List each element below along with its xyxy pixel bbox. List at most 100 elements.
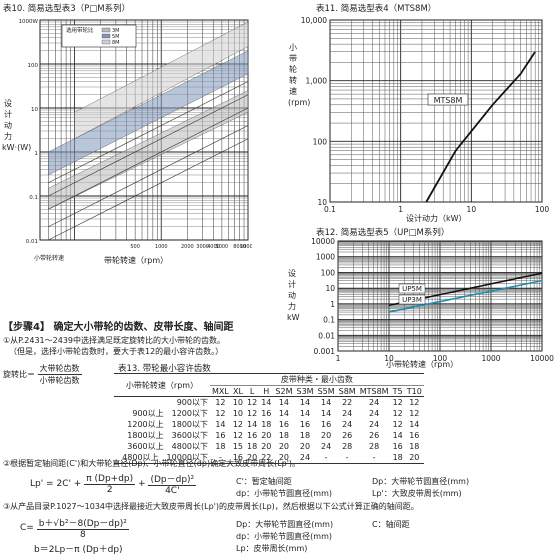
item2-legend-3: dp：小带轮节圆直径(mm) xyxy=(236,489,332,498)
table13-rpm-cell: 900以下 xyxy=(176,398,208,407)
fig12-label-box-2 xyxy=(398,294,426,305)
frac1-den: 2 xyxy=(106,484,113,495)
fig11-x-tick: 10 xyxy=(467,205,477,214)
frac2-num: (Dp－dp)² xyxy=(148,472,197,486)
table13-value-cell: 14 xyxy=(299,409,311,418)
fig11-x-tick: 1 xyxy=(398,205,403,214)
table13-value-cell: 12 xyxy=(409,409,420,418)
table13-col-header: XL xyxy=(232,386,243,396)
item2-legend-1: C'：暂定轴间距 xyxy=(236,477,292,486)
table13-value-cell: 16 xyxy=(261,409,272,418)
fig12-y-label: 设计动力 kW xyxy=(287,269,300,322)
fig10-legend-title: 选用带轮比 xyxy=(66,26,94,34)
table13-value-cell: 26 xyxy=(369,431,380,440)
item3-text: ③从产品目录P.1027～1034中选择最接近大致皮带周长(Lp')的皮带周长(… xyxy=(3,502,419,511)
fig10-chart: 1000W 100 10 1 0.1 0.01 500 1000 2000 30004000500… xyxy=(19,19,252,250)
table13-value-cell: 18 xyxy=(392,453,403,462)
fig10-y-tick: 10 xyxy=(31,107,38,113)
b-formula: b＝2Lp－π (Dp＋dp) xyxy=(34,545,123,555)
table13-value-cell: 16 xyxy=(392,442,403,451)
fig12-y-tick: 0.1 xyxy=(323,316,335,325)
step4-item1-line1: ①从P.2431～2439中选择满足既定旋转比的大小带轮的齿数。 xyxy=(3,336,226,345)
table13-value-cell: 16 xyxy=(232,453,244,462)
fig10-legend-item: 5M xyxy=(112,34,120,40)
table13-col-header: S2M xyxy=(275,386,293,396)
table13-value-cell: 16 xyxy=(321,420,332,429)
fig10-x-tick: 3000 xyxy=(196,244,209,250)
table13-value-cell: 20 xyxy=(278,442,290,451)
table13-value-cell: 24 xyxy=(369,398,380,407)
table13-col-header: T5 xyxy=(392,386,403,396)
fig10-legend-swatch xyxy=(101,33,111,39)
fig11-y-label: 小带轮转速 (rpm) xyxy=(288,43,311,107)
fig11-series-label-box xyxy=(427,93,469,106)
fig12-x-tick: 10000 xyxy=(530,354,554,363)
table13-rpm-cell: 900以上 1200以下 xyxy=(132,409,208,418)
table13-value-cell: 26 xyxy=(342,431,353,440)
item3-legend-2: dp：小带轮节圆直径(mm) xyxy=(236,532,332,541)
fig12-y-tick: 1 xyxy=(330,300,335,309)
table13-row: 3600以上 4800以下 18 15 18 20 20 20 24 28 28 16 18 xyxy=(114,441,424,452)
table13-value-cell: 20 xyxy=(409,453,420,462)
table13-value-cell: 12 xyxy=(232,431,244,440)
table13-value-cell: 14 xyxy=(321,398,332,407)
ratio-fraction: 大带轮齿数 小带轮齿数 xyxy=(37,363,82,386)
table13-value-cell: - xyxy=(218,453,222,462)
table13-col-header: S5M xyxy=(317,386,335,396)
table13-value-cell: 12 xyxy=(247,409,258,418)
table13-value-cell: 24 xyxy=(369,420,380,429)
fig10-legend-item: 8M xyxy=(112,40,120,46)
table13-value-cell: 20 xyxy=(247,453,258,462)
fig10-y-tick: 1 xyxy=(35,151,39,157)
table13-row: 4800以上 10000以下 -16 20 22 20 24- - -18 20 xyxy=(114,452,424,464)
fig10-x-label: 带轮转速（rpm） xyxy=(104,256,169,265)
fig12-label-box-1 xyxy=(398,283,426,294)
table13-value-cell: 14 xyxy=(261,398,272,407)
table13-value-cell: 18 xyxy=(261,420,272,429)
table13-caption: 表13. 带轮最小容许齿数 xyxy=(118,364,211,374)
table13-value-cell: 16 xyxy=(215,431,226,440)
fig10-y-tick: 0.1 xyxy=(29,195,38,201)
item2-legend-2: Dp：大带轮节圆直径(mm) xyxy=(372,477,470,486)
table13-value-cell: - xyxy=(324,453,328,462)
formula-frac2: (Dp－dp)² 4C' xyxy=(148,472,197,496)
table13-value-cell: 12 xyxy=(392,398,403,407)
fig10-x-tick: 4000 xyxy=(207,244,220,250)
table13-value-cell: 16 xyxy=(278,420,290,429)
fig10-y-label-text: 设计动力 kW·(W) xyxy=(2,99,32,152)
table13-group-header: 皮带种类・最小齿数 xyxy=(210,373,424,386)
fig10-y-tick: 1000W xyxy=(19,19,39,25)
fig12-y-tick: 1000 xyxy=(316,253,335,262)
item3-legend-3: Lp：皮带周长(mm) xyxy=(236,544,308,553)
fig10-x-tick: 8000 xyxy=(233,244,246,250)
table13-value-cell: 18 xyxy=(247,442,258,451)
ratio-denominator: 小带轮齿数 xyxy=(39,376,80,385)
table13-value-cell: 12 xyxy=(215,409,226,418)
fig10-x-tick: 10000 xyxy=(240,244,252,250)
fig12-y-tick: 0.01 xyxy=(318,331,335,340)
fig10-diagonal xyxy=(48,107,249,210)
fig12-x-tick: 1 xyxy=(336,354,341,363)
fig10-diagonal xyxy=(48,94,249,197)
fig10-legend-swatch xyxy=(101,27,111,33)
fig12-y-tick: 10 xyxy=(325,284,335,293)
fig12-y-tick: 0.001 xyxy=(314,347,336,356)
formula-lp-left: Lp' = 2C' + xyxy=(30,479,82,489)
table13-rpm-cell: 4800以上 10000以下 xyxy=(122,453,208,462)
frac1-num: π (Dp+dp) xyxy=(84,473,136,485)
fig10-diagonal xyxy=(48,138,249,241)
fig10-y-tick: 0.01 xyxy=(26,239,38,245)
table13-value-cell: 10 xyxy=(232,398,244,407)
formula-c-left: C= xyxy=(20,523,34,533)
table13-value-cell: 14 xyxy=(215,420,226,429)
fig12-series-label-up5m: UP5M xyxy=(402,285,422,293)
table13-col-header: MTS8M xyxy=(359,386,389,396)
table13-value-cell: - xyxy=(345,453,349,462)
fig12-caption: 表12. 简易选型表5（UP□M系列） xyxy=(316,228,450,238)
fig11-y-tick: 10,000 xyxy=(301,16,327,25)
table13-value-cell: 28 xyxy=(369,442,380,451)
fig11-x-tick: 100 xyxy=(535,205,550,214)
fig12-series-label-up3m: UP3M xyxy=(402,296,422,304)
table13-value-cell: 18 xyxy=(299,431,311,440)
